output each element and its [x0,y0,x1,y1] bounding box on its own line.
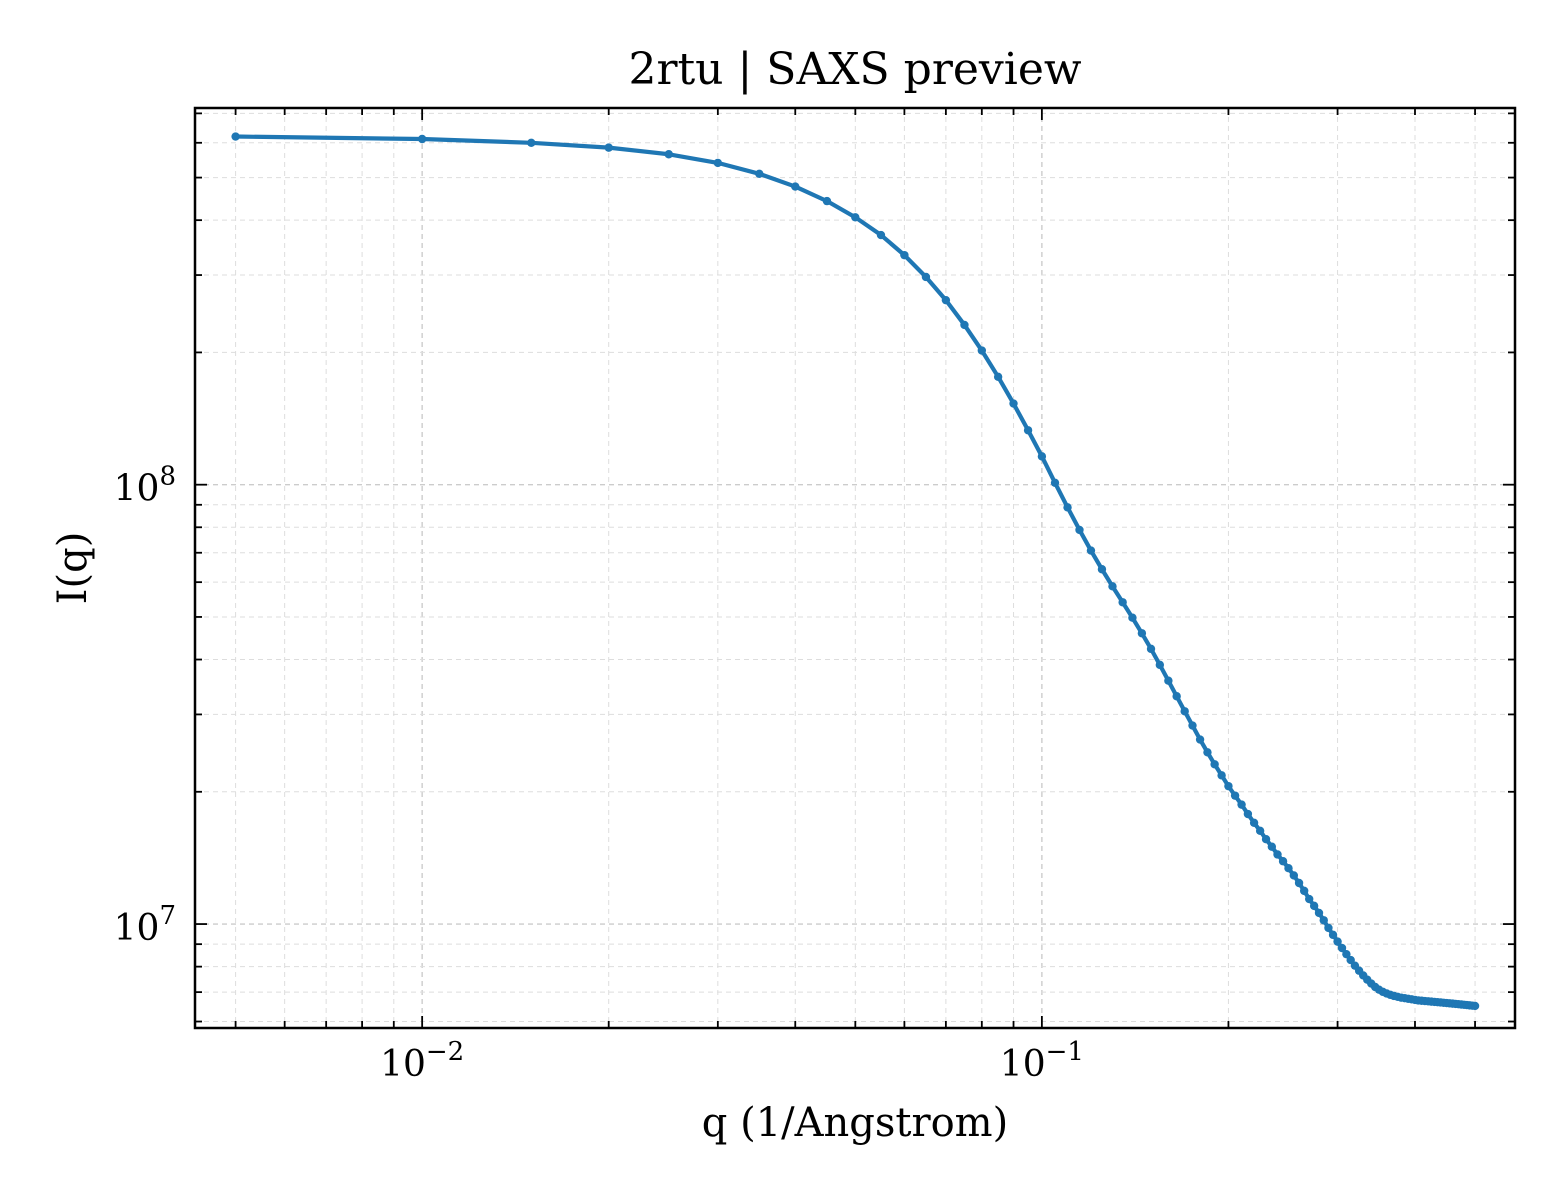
data-point [1294,878,1304,888]
data-point [1155,660,1165,670]
data-point [1108,582,1117,591]
x-tick-label-exponent: −1 [1046,1037,1084,1067]
data-point [1023,426,1033,435]
data-point [1075,525,1084,535]
x-tick-label-base: 10 [380,1044,426,1085]
data-point [1267,842,1277,851]
data-point [1333,937,1342,946]
data-point [1086,546,1096,555]
x-axis-label: q (1/Angstrom) [702,1100,1008,1146]
y-tick-label-base: 10 [114,908,160,949]
data-point [876,230,886,240]
y-tick-label: 108 [114,462,176,510]
data-point [1230,791,1240,800]
data-point [1128,613,1137,622]
data-point [1063,503,1072,512]
data-point [1203,748,1212,757]
data-point [1255,826,1265,836]
data-point [1249,818,1259,828]
grid [195,108,1515,1028]
data-point [1195,735,1205,744]
data-point [1097,565,1107,574]
data-point [1273,850,1282,859]
data-point [1314,908,1324,918]
data-point [1137,629,1147,638]
data-point [1237,800,1246,809]
data-point [960,320,969,330]
data-point [417,134,427,144]
data-point [1118,598,1127,607]
y-tick-label: 107 [114,901,176,949]
x-tick-label-exponent: −2 [426,1037,464,1067]
data-point [822,196,832,206]
data-point [1188,721,1197,730]
plot-frame [193,106,1517,1030]
data-point [851,213,860,222]
data-point [713,158,723,168]
data-point [664,150,673,159]
y-tick-label-exponent: 8 [159,462,176,492]
data-point [1261,835,1271,844]
data-point [1243,809,1253,819]
y-axis-label: I(q) [50,532,96,605]
data-point [1278,857,1288,866]
data-point [755,169,764,179]
data-point [1324,923,1333,933]
data-point [527,138,536,147]
data-point [993,372,1003,382]
data-point [1217,771,1226,780]
data-point [941,295,951,305]
data-point [1289,871,1299,880]
y-tick-label-base: 10 [114,469,160,510]
data-point [1037,452,1047,461]
x-tick-label-base: 10 [1000,1044,1046,1085]
data-point [1050,478,1060,487]
data-point [231,132,240,141]
data-point [1180,707,1189,716]
data-point [791,182,800,191]
data-point [1284,864,1293,873]
data-point [1224,781,1233,791]
data-point [1299,886,1309,896]
data-point [1146,644,1156,654]
data-point [977,346,987,355]
data-point [1337,943,1347,953]
data-point [1328,930,1338,940]
series-layer [231,132,1480,1011]
x-tick-label: 10−2 [380,1037,464,1085]
data-point [1470,1001,1480,1011]
data-point [1342,949,1351,959]
chart-title: 2rtu | SAXS preview [628,44,1081,95]
data-point [921,272,931,282]
data-point [1305,894,1314,904]
data-point [1164,676,1173,685]
data-point [900,250,909,260]
data-point [604,143,613,152]
data-point [1210,760,1219,769]
data-point [1319,916,1328,925]
data-point [1172,692,1181,701]
data-point [1009,399,1018,408]
x-tick-label: 10−1 [1000,1037,1084,1085]
data-point [1309,901,1319,911]
y-tick-label-exponent: 7 [159,901,176,931]
